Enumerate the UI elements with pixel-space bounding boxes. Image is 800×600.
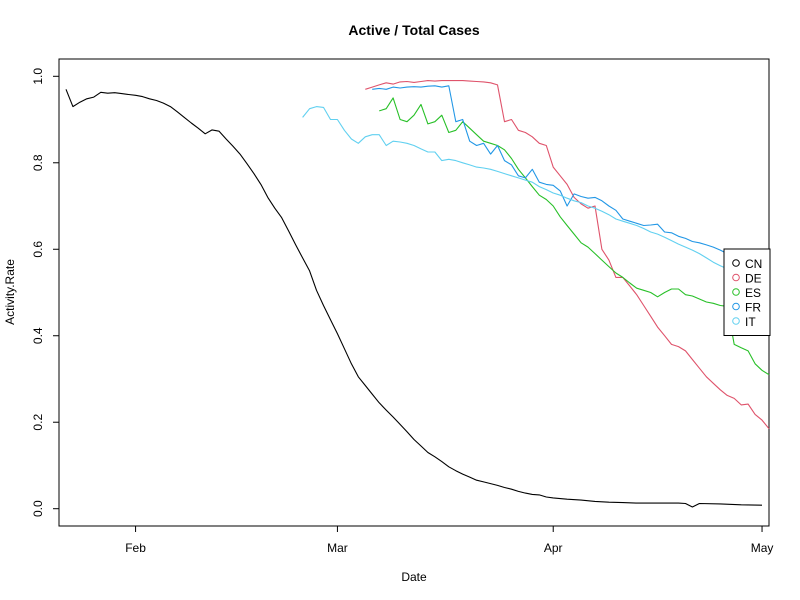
series-layer bbox=[65, 80, 770, 508]
y-tick-label: 0.8 bbox=[31, 154, 45, 171]
y-axis: 0.0 0.2 0.4 0.6 0.8 1.0 bbox=[31, 68, 60, 517]
y-tick-label: 0.2 bbox=[31, 414, 45, 431]
legend-label-fr: FR bbox=[745, 301, 761, 315]
legend-box bbox=[723, 248, 771, 336]
series-line-de bbox=[365, 80, 770, 430]
legend-marker-fr bbox=[732, 302, 740, 311]
legend-marker-es bbox=[732, 288, 740, 296]
x-axis: Feb Mar Apr May bbox=[125, 525, 774, 555]
plot-frame bbox=[58, 58, 770, 527]
legend-label-it: IT bbox=[745, 315, 756, 329]
x-tick-label: Mar bbox=[327, 541, 348, 555]
series-line-fr bbox=[372, 85, 756, 261]
x-tick-label: Feb bbox=[125, 541, 146, 555]
chart-title: Active / Total Cases bbox=[348, 22, 479, 38]
series-line-it bbox=[302, 106, 763, 285]
y-tick-label: 1.0 bbox=[31, 68, 45, 85]
y-tick-label: 0.0 bbox=[31, 500, 45, 517]
series-line-cn bbox=[65, 89, 763, 508]
x-axis-label: Date bbox=[401, 570, 427, 584]
y-axis-label: Activity.Rate bbox=[3, 259, 17, 325]
legend-label-es: ES bbox=[745, 286, 761, 300]
series-line-es bbox=[379, 97, 770, 376]
x-tick-label: Apr bbox=[544, 541, 563, 555]
legend-marker-it bbox=[732, 317, 740, 325]
legend-label-de: DE bbox=[745, 272, 762, 286]
y-tick-label: 0.6 bbox=[31, 241, 45, 258]
y-tick-label: 0.4 bbox=[31, 327, 45, 344]
legend-label-cn: CN bbox=[745, 257, 762, 271]
legend-marker-de bbox=[732, 273, 740, 282]
x-tick-label: May bbox=[751, 541, 774, 555]
legend-marker-cn bbox=[732, 259, 740, 267]
